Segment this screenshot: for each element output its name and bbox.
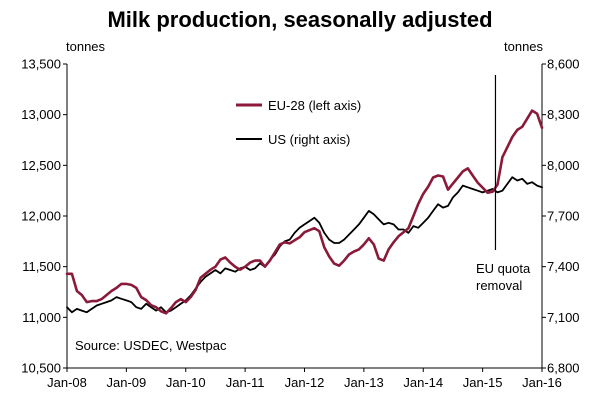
x-axis-tick-label: Jan-12 bbox=[285, 375, 325, 390]
x-axis-tick-label: Jan-10 bbox=[166, 375, 206, 390]
right-axis-unit-label: tonnes bbox=[504, 39, 544, 54]
legend: EU-28 (left axis) US (right axis) bbox=[236, 98, 361, 147]
eu-quota-annotation-line-2: removal bbox=[476, 278, 522, 293]
right-axis-tick-label: 7,700 bbox=[547, 209, 580, 224]
left-axis-unit-label: tonnes bbox=[66, 39, 106, 54]
eu-quota-annotation-line-1: EU quota bbox=[476, 261, 531, 276]
left-axis-tick-label: 12,500 bbox=[21, 158, 61, 173]
x-axis-tick-label: Jan-15 bbox=[463, 375, 503, 390]
x-axis-tick-label: Jan-16 bbox=[522, 375, 562, 390]
right-axis-tick-label: 8,000 bbox=[547, 158, 580, 173]
legend-label-us: US (right axis) bbox=[268, 132, 350, 147]
left-axis-tick-label: 11,000 bbox=[22, 310, 61, 325]
right-axis-tick-label: 8,600 bbox=[547, 57, 580, 72]
chart-title: Milk production, seasonally adjusted bbox=[107, 7, 492, 32]
right-axis-tick-label: 7,400 bbox=[547, 259, 580, 274]
series-line-eu-28 bbox=[65, 109, 544, 315]
x-axis-tick-label: Jan-11 bbox=[226, 375, 265, 390]
series-line-us bbox=[66, 176, 543, 314]
right-axis-tick-label: 8,300 bbox=[547, 107, 580, 122]
left-axis-tick-label: 13,500 bbox=[21, 57, 61, 72]
left-axis-tick-label: 10,500 bbox=[21, 361, 61, 376]
right-axis-tick-label: 6,800 bbox=[547, 361, 580, 376]
source-note: Source: USDEC, Westpac bbox=[75, 338, 227, 353]
left-axis: 10,500 11,000 11,500 12,000 12,500 13,000 13,5… bbox=[21, 57, 67, 376]
x-axis-tick-label: Jan-08 bbox=[47, 375, 87, 390]
x-axis-tick-label: Jan-13 bbox=[344, 375, 384, 390]
legend-label-eu: EU-28 (left axis) bbox=[268, 98, 361, 113]
left-axis-tick-label: 13,000 bbox=[21, 107, 61, 122]
x-axis-tick-label: Jan-09 bbox=[107, 375, 147, 390]
x-axis: Jan-08 Jan-09 Jan-10 Jan-11 Jan-12 Jan-13 Jan-… bbox=[47, 368, 562, 390]
left-axis-tick-label: 12,000 bbox=[21, 209, 61, 224]
right-axis: 6,800 7,100 7,400 7,700 8,000 8,300 8,600 bbox=[542, 57, 580, 376]
series-layer bbox=[65, 109, 544, 315]
right-axis-tick-label: 7,100 bbox=[547, 310, 580, 325]
x-axis-tick-label: Jan-14 bbox=[403, 375, 443, 390]
left-axis-tick-label: 11,500 bbox=[22, 259, 61, 274]
